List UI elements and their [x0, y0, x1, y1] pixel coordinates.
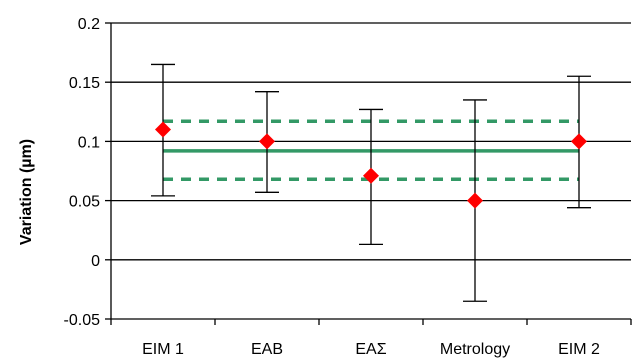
y-tick-label: 0.2	[78, 16, 100, 33]
x-tick-label: EAB	[251, 341, 283, 358]
y-tick-label: 0.15	[69, 75, 100, 92]
y-tick-label: 0	[91, 253, 100, 270]
y-tick-label: 0.1	[78, 134, 100, 151]
data-point	[467, 192, 483, 209]
x-tick-label: EIM 2	[558, 341, 600, 358]
data-points	[155, 121, 587, 209]
y-tick-label: -0.05	[64, 312, 101, 329]
data-point	[155, 121, 171, 138]
data-point	[363, 167, 379, 184]
y-tick-label: 0.05	[69, 194, 100, 211]
x-tick-label: EIM 1	[142, 341, 184, 358]
y-axis-title: Variation (µm)	[18, 139, 35, 245]
x-tick-label: Metrology	[440, 341, 510, 358]
x-tick-label: EAΣ	[355, 341, 386, 358]
x-axis: EIM 1 EAB EAΣ Metrology EIM 2	[110, 319, 632, 358]
data-point	[259, 133, 275, 150]
y-axis: -0.05 0 0.05 0.1 0.15 0.2	[64, 16, 112, 329]
data-point	[571, 133, 587, 150]
